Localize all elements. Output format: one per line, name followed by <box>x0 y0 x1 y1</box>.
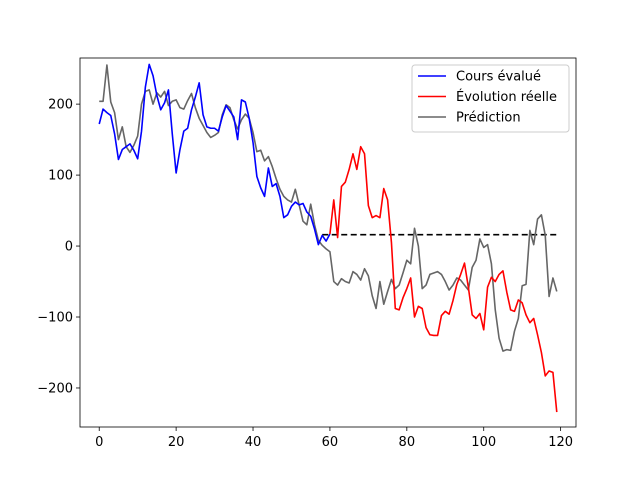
series-line-3 <box>99 64 558 352</box>
y-tick-label: −100 <box>37 311 73 326</box>
y-tick-label: 100 <box>48 169 73 184</box>
y-tick-label: 0 <box>65 240 73 255</box>
legend-box <box>411 64 570 133</box>
legend: Cours évalué Évolution réelle Prédiction <box>411 64 570 133</box>
legend-label-1: Cours évalué <box>456 70 541 85</box>
x-tick-label: 100 <box>471 435 496 450</box>
x-tick-label: 80 <box>399 435 416 450</box>
axes-frame <box>79 57 577 428</box>
legend-label-2: Évolution réelle <box>456 89 557 105</box>
series-line-2 <box>329 145 558 413</box>
x-tick-label: 0 <box>95 435 103 450</box>
y-tick-label: −200 <box>37 381 73 396</box>
x-tick-label: 40 <box>245 435 262 450</box>
legend-label-3: Prédiction <box>456 111 521 126</box>
x-tick-label: 120 <box>548 435 573 450</box>
axes: 0 20 40 60 80 100 120 −200 −100 0 100 200 <box>37 57 577 450</box>
series-lines <box>98 63 558 413</box>
x-tick-label: 20 <box>168 435 185 450</box>
x-tick-label: 60 <box>322 435 339 450</box>
y-tick-label: 200 <box>48 98 73 113</box>
series-line-1 <box>98 63 331 246</box>
